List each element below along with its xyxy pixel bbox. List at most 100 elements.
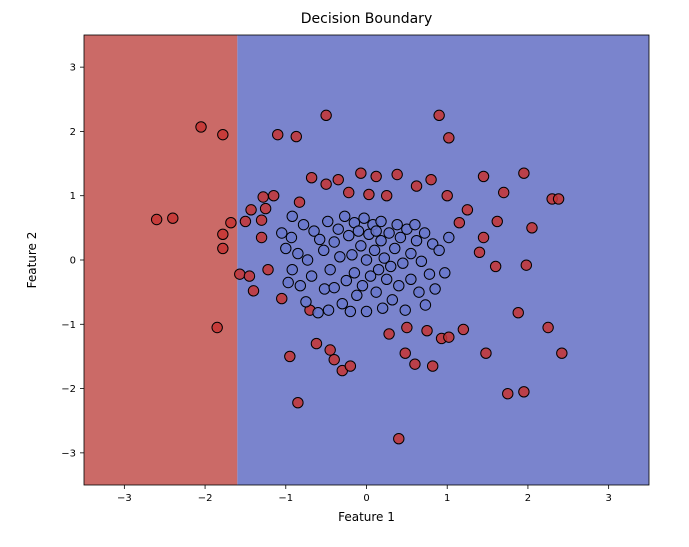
scatter-point [490, 261, 500, 271]
scatter-point [287, 264, 297, 274]
scatter-point [543, 322, 553, 332]
scatter-point [478, 232, 488, 242]
scatter-point [381, 274, 391, 284]
scatter-point [474, 247, 484, 257]
ytick-label: 2 [70, 127, 76, 138]
scatter-point [400, 305, 410, 315]
scatter-point [295, 281, 305, 291]
scatter-point [287, 211, 297, 221]
scatter-point [298, 219, 308, 229]
scatter-point [419, 228, 429, 238]
scatter-point [406, 274, 416, 284]
xtick-label: 3 [605, 493, 611, 504]
scatter-point [430, 284, 440, 294]
xtick-label: −3 [117, 493, 132, 504]
scatter-point [521, 260, 531, 270]
scatter-point [293, 398, 303, 408]
ytick-label: −2 [61, 384, 76, 395]
scatter-point [349, 268, 359, 278]
scatter-point [345, 306, 355, 316]
scatter-point [394, 434, 404, 444]
scatter-point [386, 261, 396, 271]
ytick-label: −3 [61, 448, 76, 459]
scatter-point [235, 269, 245, 279]
scatter-point [306, 173, 316, 183]
scatter-point [345, 361, 355, 371]
scatter-point [371, 171, 381, 181]
scatter-point [301, 297, 311, 307]
scatter-point [196, 122, 206, 132]
scatter-point [314, 234, 324, 244]
ytick-label: 1 [70, 191, 76, 202]
scatter-point [218, 229, 228, 239]
region-left [84, 35, 237, 485]
scatter-point [361, 255, 371, 265]
scatter-point [434, 245, 444, 255]
scatter-point [410, 219, 420, 229]
scatter-point [333, 224, 343, 234]
scatter-point [442, 191, 452, 201]
scatter-point [398, 258, 408, 268]
scatter-point [420, 300, 430, 310]
scatter-point [359, 213, 369, 223]
scatter-point [319, 245, 329, 255]
scatter-point [361, 306, 371, 316]
scatter-point [151, 214, 161, 224]
scatter-point [329, 354, 339, 364]
scatter-point [553, 194, 563, 204]
scatter-point [458, 324, 468, 334]
scatter-point [294, 197, 304, 207]
scatter-point [218, 129, 228, 139]
scatter-point [384, 329, 394, 339]
scatter-point [260, 203, 270, 213]
scatter-point [323, 305, 333, 315]
xtick-label: 0 [363, 493, 369, 504]
scatter-point [321, 110, 331, 120]
scatter-point [353, 226, 363, 236]
scatter-point [306, 271, 316, 281]
scatter-point [356, 168, 366, 178]
scatter-point [481, 348, 491, 358]
scatter-point [478, 171, 488, 181]
scatter-point [411, 181, 421, 191]
scatter-point [277, 228, 287, 238]
scatter-point [212, 322, 222, 332]
scatter-point [277, 293, 287, 303]
scatter-point [319, 284, 329, 294]
scatter-point [268, 191, 278, 201]
chart-title: Decision Boundary [301, 11, 432, 27]
scatter-point [422, 326, 432, 336]
scatter-point [392, 169, 402, 179]
scatter-point [168, 213, 178, 223]
scatter-point [462, 205, 472, 215]
scatter-point [333, 174, 343, 184]
scatter-point [340, 211, 350, 221]
scatter-point [291, 131, 301, 141]
scatter-point [444, 232, 454, 242]
scatter-point [392, 219, 402, 229]
scatter-point [335, 252, 345, 262]
scatter-point [519, 387, 529, 397]
scatter-point [492, 216, 502, 226]
scatter-point [293, 248, 303, 258]
scatter-point [444, 133, 454, 143]
scatter-point [377, 303, 387, 313]
scatter-point [302, 255, 312, 265]
scatter-point [352, 290, 362, 300]
scatter-point [434, 110, 444, 120]
scatter-point [263, 264, 273, 274]
scatter-point [313, 308, 323, 318]
scatter-point [371, 287, 381, 297]
scatter-point [369, 245, 379, 255]
y-axis-label: Feature 2 [25, 232, 39, 289]
scatter-point [387, 295, 397, 305]
scatter-point [311, 338, 321, 348]
scatter-point [240, 216, 250, 226]
scatter-point [285, 351, 295, 361]
scatter-point [427, 361, 437, 371]
ytick-label: 0 [70, 256, 76, 267]
scatter-point [337, 299, 347, 309]
scatter-point [513, 308, 523, 318]
scatter-point [325, 345, 335, 355]
scatter-point [325, 264, 335, 274]
